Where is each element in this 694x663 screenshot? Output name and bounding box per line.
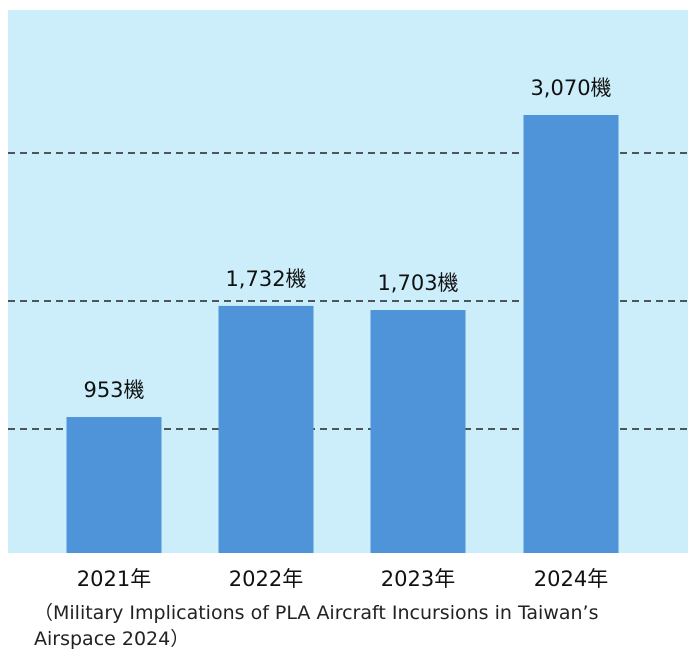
x-tick-label: 2021年	[77, 567, 151, 591]
x-tick-label: 2024年	[534, 567, 608, 591]
bars	[66, 115, 619, 553]
bar-2024年	[523, 115, 619, 553]
source-note: （Military Implications of PLA Aircraft I…	[34, 602, 599, 650]
data-label: 953機	[83, 378, 144, 402]
data-label: 3,070機	[530, 76, 611, 100]
x-tick-label: 2023年	[381, 567, 455, 591]
bar-2023年	[370, 310, 466, 553]
bar-2022年	[218, 305, 314, 553]
data-labels: 953機 1,732機 1,703機 3,070機	[83, 76, 611, 402]
bar-2021年	[66, 417, 162, 553]
x-tick-label: 2022年	[229, 567, 303, 591]
data-label: 1,732機	[225, 267, 306, 291]
x-tick-labels: 2021年 2022年 2023年 2024年	[77, 567, 608, 591]
data-label: 1,703機	[377, 271, 458, 295]
